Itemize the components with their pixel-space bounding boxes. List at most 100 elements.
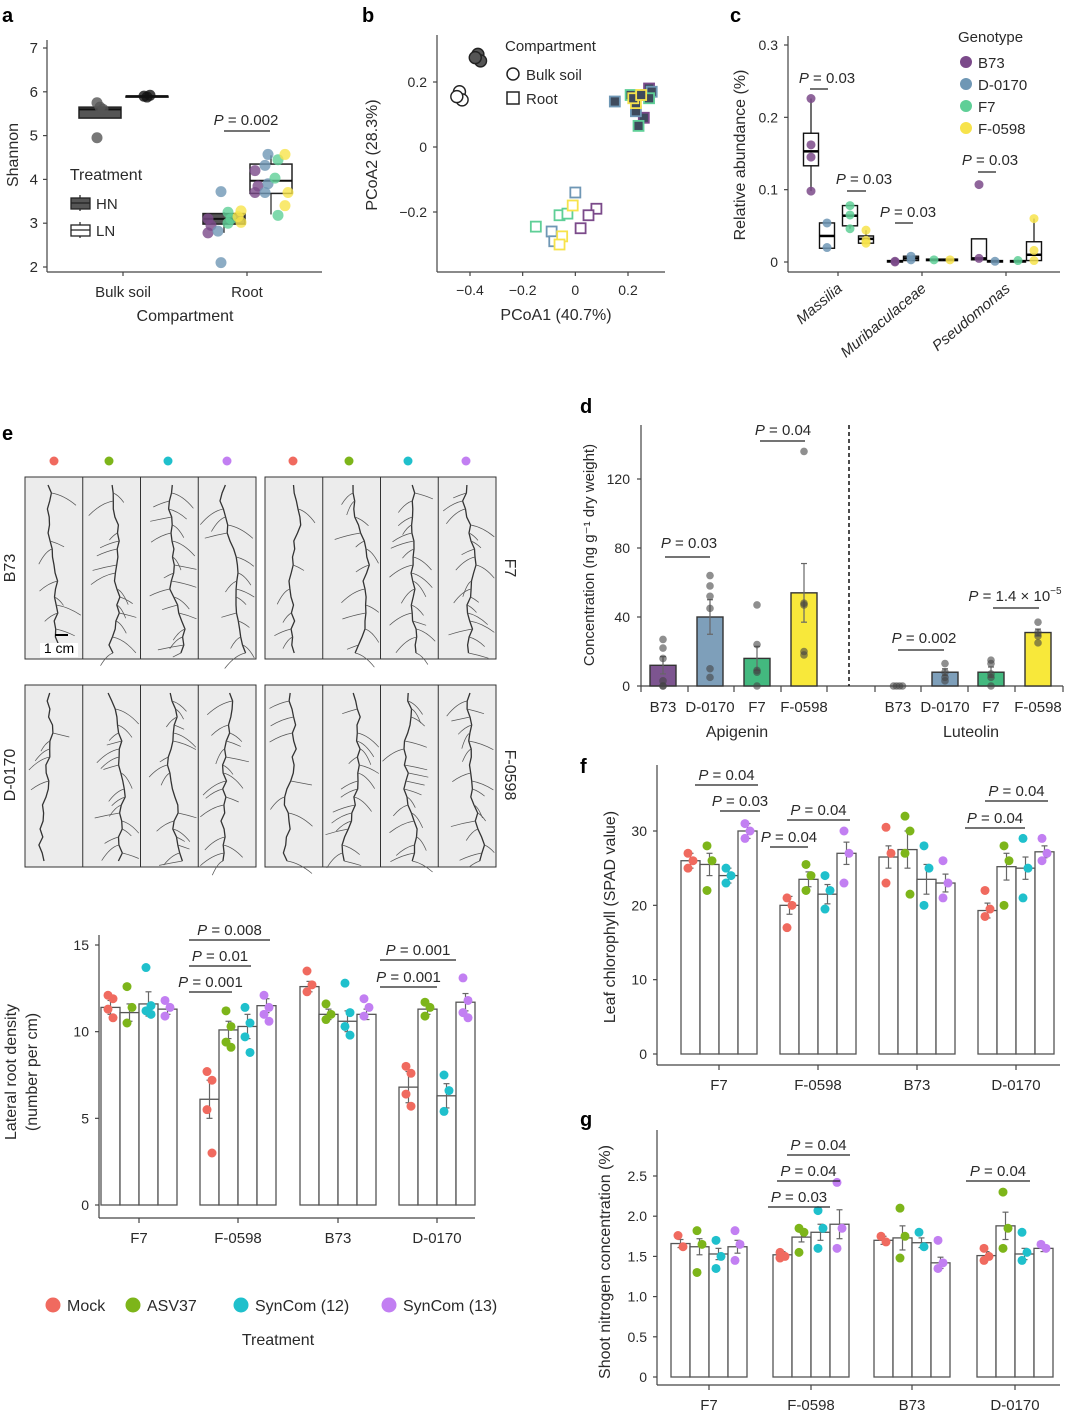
data-point <box>692 1267 702 1277</box>
lateral-root <box>103 764 119 770</box>
data-point <box>359 994 369 1004</box>
root-main-axis <box>167 484 186 654</box>
data-point <box>941 659 949 668</box>
lateral-root <box>172 740 197 750</box>
lateral-root <box>389 564 414 578</box>
p-value: = 0.04 <box>998 783 1044 800</box>
lateral-root <box>96 748 120 764</box>
data-point <box>832 1177 842 1187</box>
data-point <box>711 1235 721 1245</box>
data-point <box>800 651 808 659</box>
lateral-root <box>230 636 241 649</box>
bar-B73-SynCom (13) <box>935 882 956 1055</box>
treatment-dot-icon <box>403 456 413 466</box>
bar-D-0170-ASV37 <box>996 866 1017 1055</box>
x-tick-label: D-0170 <box>990 1397 1039 1414</box>
data-point <box>999 841 1009 851</box>
data-point <box>753 640 761 649</box>
p-value: = 0.002 <box>224 112 279 129</box>
data-point <box>340 978 350 988</box>
data-point <box>845 201 855 211</box>
p-value-annotation: P = 0.04 <box>790 1137 846 1154</box>
data-point <box>806 94 816 104</box>
y-axis-label: Concentration (ng g⁻¹ dry weight) <box>581 444 598 666</box>
data-point <box>458 973 468 983</box>
y-tick-label: 5 <box>30 128 38 145</box>
data-point <box>822 243 832 253</box>
root-point <box>574 222 587 235</box>
genotype-label: F7 <box>501 559 518 578</box>
y-tick-label: 1.0 <box>628 1289 648 1305</box>
x-tick-label: Muribaculaceae <box>838 280 930 361</box>
lateral-root <box>121 820 140 834</box>
data-point <box>721 863 731 873</box>
group-label-Luteolin: Luteolin <box>943 724 999 741</box>
root-point <box>529 220 542 233</box>
lateral-root <box>40 740 51 752</box>
y-tick-label: 10 <box>73 1024 89 1040</box>
p-value: = 0.04 <box>790 1163 836 1180</box>
lateral-root <box>90 572 116 585</box>
lateral-root <box>171 492 194 509</box>
y-tick-label: 0.5 <box>628 1329 648 1345</box>
lateral-root <box>159 756 169 763</box>
lateral-root <box>225 580 237 593</box>
lateral-root <box>109 532 118 541</box>
lateral-root <box>390 852 415 863</box>
data-point <box>659 654 667 663</box>
data-point <box>103 1004 113 1014</box>
lateral-root <box>342 708 358 715</box>
lateral-root <box>159 860 183 866</box>
data-point <box>845 224 855 234</box>
y-tick-label: −0.2 <box>399 204 427 220</box>
data-point <box>1018 893 1028 903</box>
lateral-root <box>204 836 226 851</box>
lateral-root <box>340 788 358 798</box>
lateral-root <box>331 812 352 824</box>
lateral-root <box>357 772 375 789</box>
data-point <box>264 1002 274 1012</box>
x-tick-label: F7 <box>700 1397 718 1414</box>
data-point <box>938 856 948 866</box>
y-tick-label: 5 <box>81 1110 89 1126</box>
lateral-root <box>467 612 488 625</box>
lateral-root <box>282 636 293 649</box>
data-point <box>881 878 891 888</box>
lateral-root <box>269 700 290 709</box>
y-tick-label: 2.5 <box>628 1168 648 1184</box>
bulk-soil-point <box>468 50 482 65</box>
p-symbol: P <box>698 767 708 784</box>
data-point <box>914 1227 924 1237</box>
data-point <box>1029 214 1039 224</box>
lateral-root <box>413 556 432 571</box>
data-point <box>249 165 261 177</box>
y-tick-label: 10 <box>631 972 647 988</box>
data-point <box>165 1002 175 1012</box>
data-point <box>259 159 271 171</box>
p-value-annotation: P = 0.03 <box>799 70 855 87</box>
lateral-root <box>411 604 424 616</box>
data-point <box>740 819 750 829</box>
lateral-root <box>468 532 479 541</box>
p-value: = 0.04 <box>800 1137 846 1154</box>
lateral-root <box>342 612 366 620</box>
lateral-root <box>348 756 358 765</box>
data-point <box>799 1227 809 1237</box>
lateral-root <box>150 532 172 543</box>
p-value: = 0.002 <box>902 630 957 647</box>
p-symbol: P <box>376 969 386 986</box>
lateral-root <box>225 796 239 803</box>
p-symbol: P <box>386 942 396 959</box>
data-point <box>1018 833 1028 843</box>
data-point <box>207 1075 217 1085</box>
data-point <box>678 1242 688 1252</box>
bar-B73-SynCom (13) <box>356 1013 377 1206</box>
data-point <box>1029 256 1039 266</box>
data-point <box>97 103 109 115</box>
p-symbol: P <box>968 588 978 605</box>
lateral-root <box>450 820 476 827</box>
data-point <box>845 210 855 220</box>
lateral-root <box>122 852 139 859</box>
data-point <box>1023 863 1033 873</box>
p-value: = 0.04 <box>977 810 1023 827</box>
